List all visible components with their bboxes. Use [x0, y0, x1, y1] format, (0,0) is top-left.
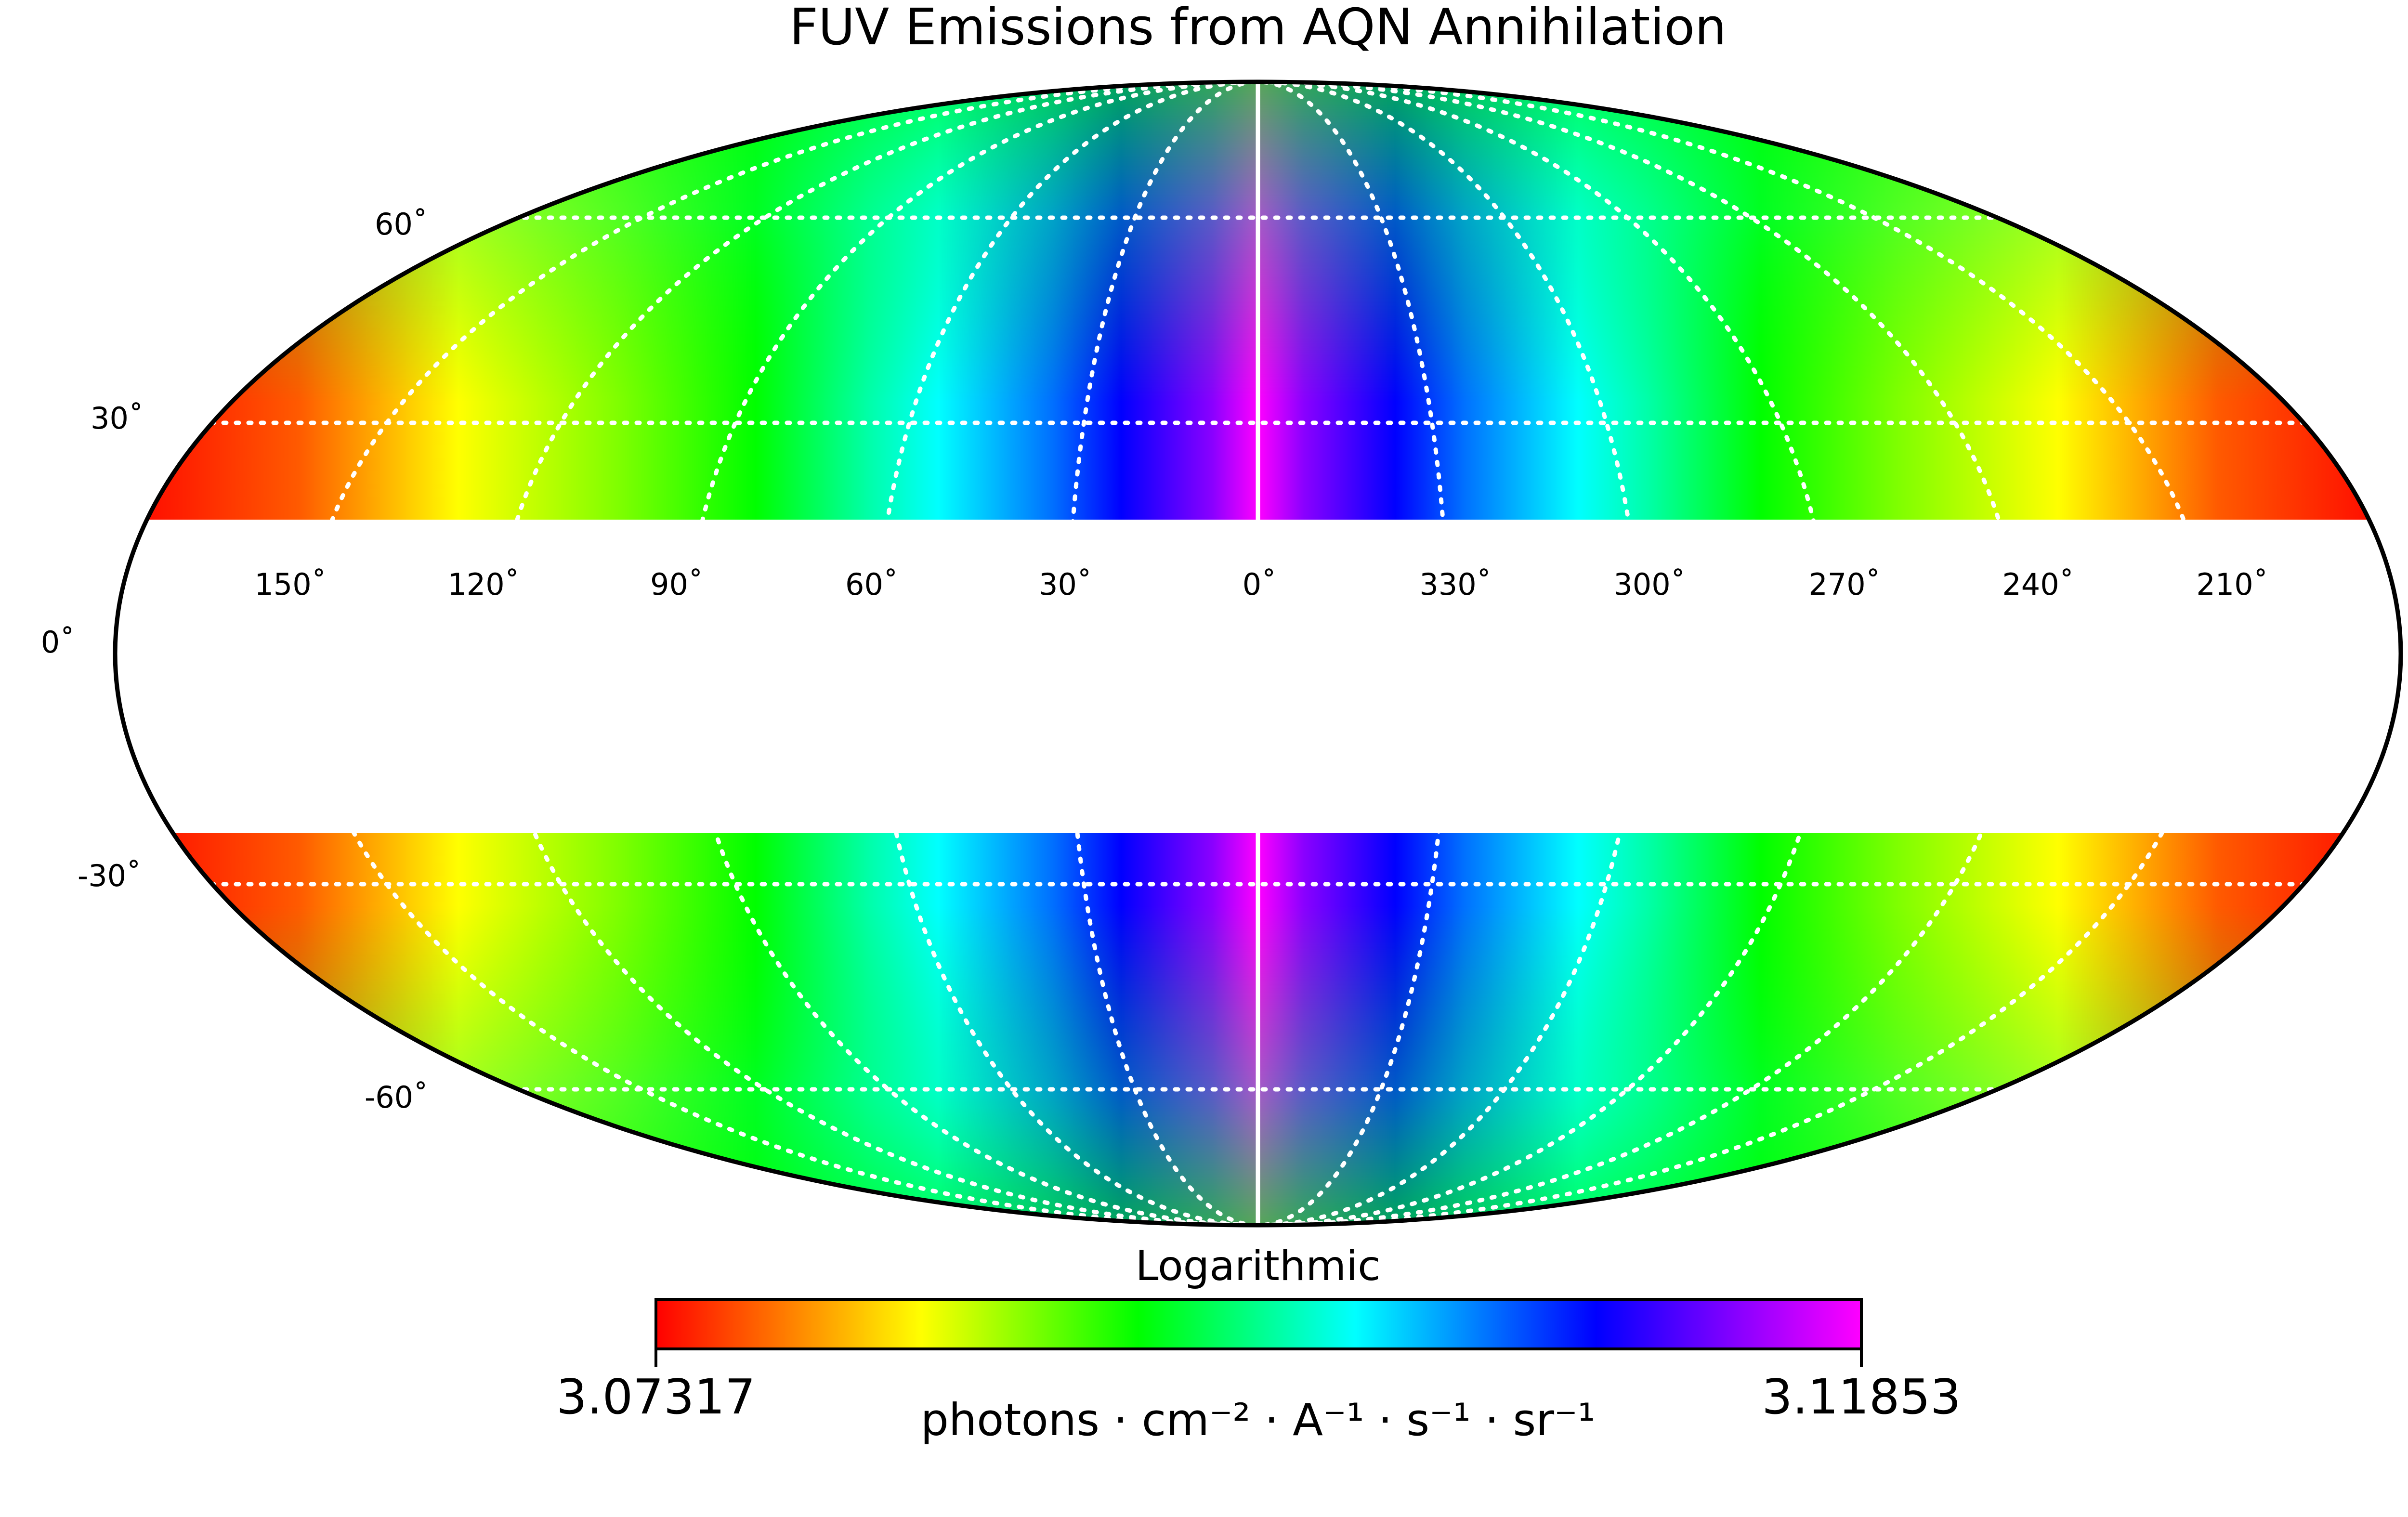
map-outline: [113, 79, 2403, 1228]
longitude-labels: 150˚ 120˚ 90˚ 60˚ 30˚ 0˚ 330˚ 300˚ 270˚ …: [254, 567, 2268, 602]
lat-label-minus-60: -60˚: [365, 1080, 428, 1115]
lon-label-300: 300˚: [1613, 567, 1685, 602]
lon-label-330: 330˚: [1419, 567, 1491, 602]
meridian-60: [875, 82, 1641, 1225]
colorbar-max-label: 3.11853: [1762, 1369, 1961, 1425]
lon-label-0: 0˚: [1243, 567, 1276, 602]
meridian-30: [1065, 82, 1451, 1225]
lon-label-240: 240˚: [2002, 567, 2074, 602]
colorbar-unit-label: photons · cm⁻² · A⁻¹ · s⁻¹ · sr⁻¹: [920, 1394, 1595, 1446]
colorbar-scale-label: Logarithmic: [1136, 1242, 1381, 1290]
lon-label-270: 270˚: [1808, 567, 1880, 602]
chart-title: FUV Emissions from AQN Annihilation: [789, 0, 1727, 56]
lon-label-210: 210˚: [2196, 567, 2268, 602]
lat-label-30: 30˚: [91, 401, 144, 436]
meridian-90: [684, 82, 1832, 1225]
meridian-150: [303, 82, 2212, 1225]
lon-label-30: 30˚: [1039, 567, 1092, 602]
lon-label-90: 90˚: [650, 567, 703, 602]
lat-label-60: 60˚: [375, 207, 428, 242]
sky-map: [115, 82, 2401, 1225]
colorbar-gradient: [654, 1298, 1863, 1350]
lon-label-120: 120˚: [447, 567, 519, 602]
lon-label-60: 60˚: [845, 567, 898, 602]
meridian-120: [494, 82, 2022, 1225]
lat-label-minus-30: -30˚: [78, 858, 141, 893]
latitude-labels: 60˚ 30˚ 0˚ -30˚ -60˚: [41, 207, 428, 1115]
colorbar: Logarithmic 3.07317 3.11853 photons · cm…: [556, 1242, 1961, 1446]
colorbar-min-label: 3.07317: [556, 1369, 756, 1425]
lon-label-150: 150˚: [254, 567, 326, 602]
lat-label-0: 0˚: [41, 625, 75, 660]
